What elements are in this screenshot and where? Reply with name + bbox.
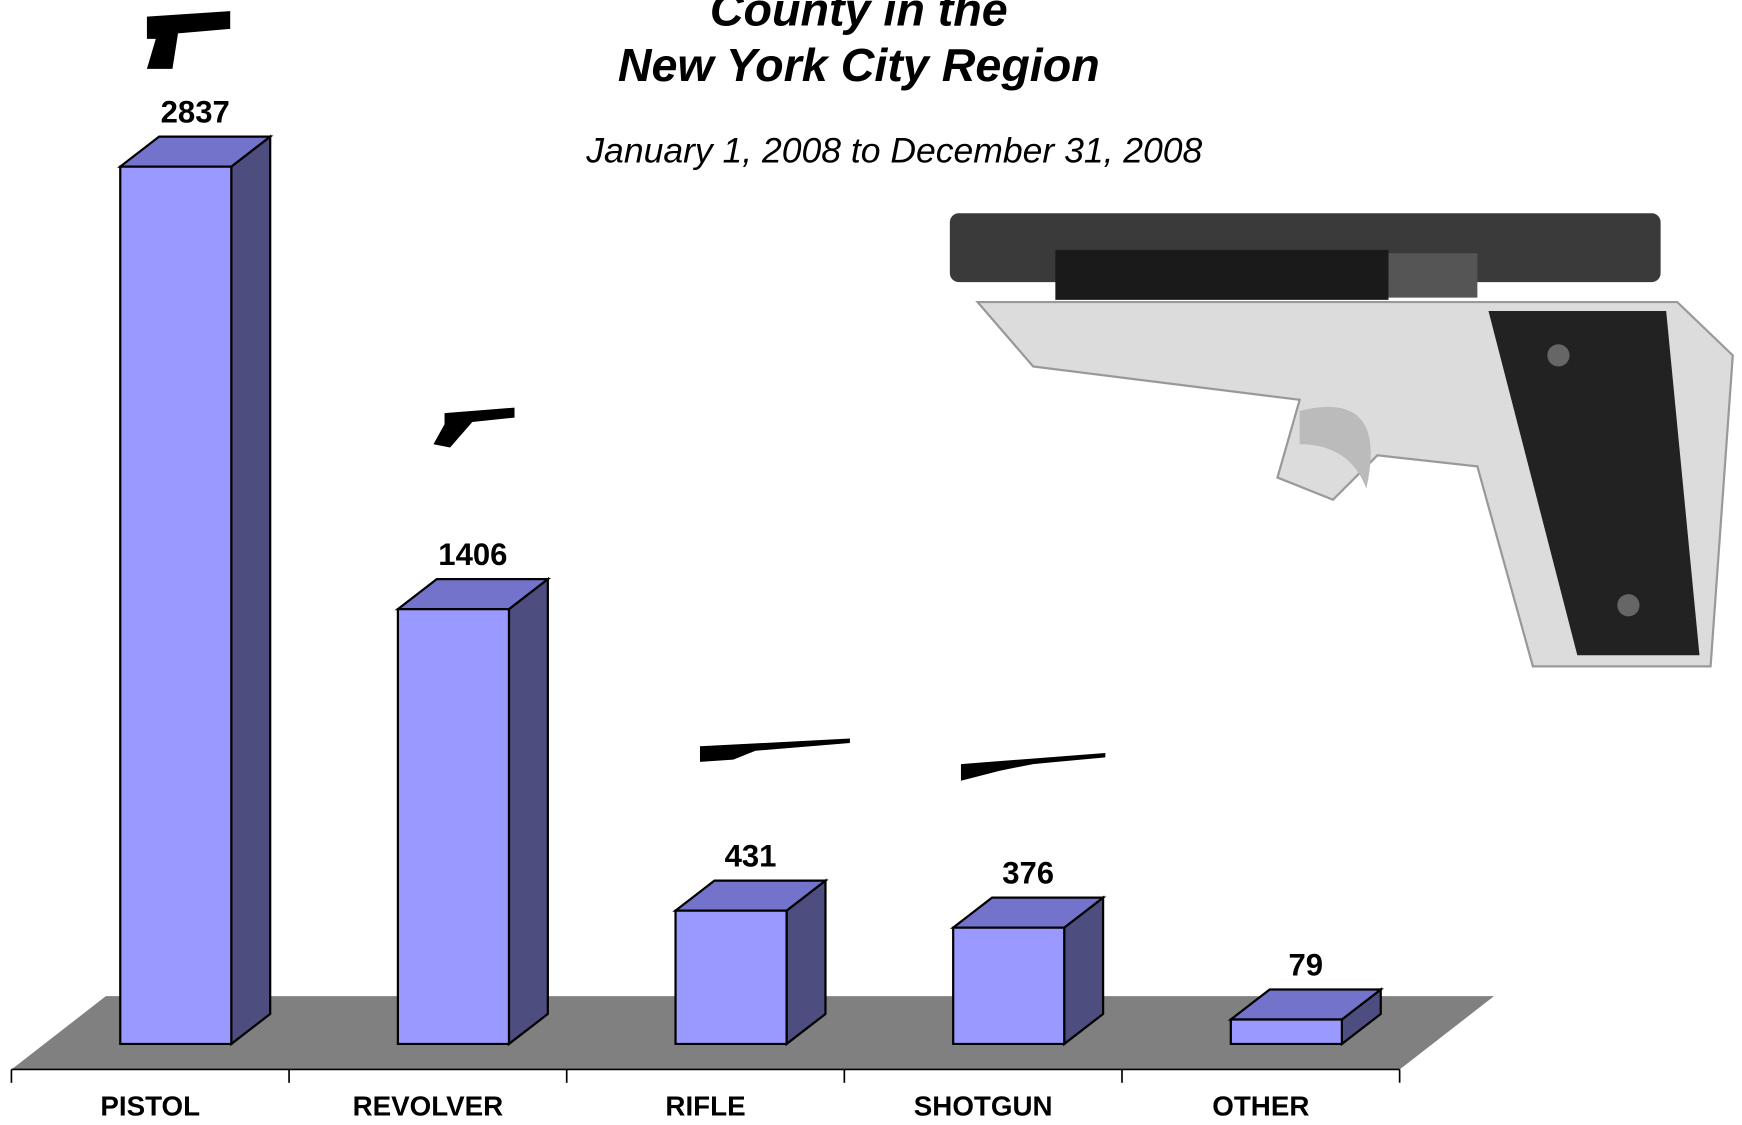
bar-front <box>119 165 233 1046</box>
value-label: 2837 <box>161 95 230 130</box>
chart-subtitle: January 1, 2008 to December 31, 2008 <box>585 131 1202 171</box>
x-tick-label: SHOTGUN <box>914 1091 1053 1122</box>
gun-icons <box>146 11 1106 781</box>
bar-front <box>1229 1018 1343 1046</box>
bar <box>117 134 274 1047</box>
bar-front <box>396 608 511 1046</box>
bar <box>1227 987 1385 1047</box>
x-tick-label: REVOLVER <box>353 1091 504 1122</box>
x-tick-label: PISTOL <box>100 1091 200 1122</box>
bar-side <box>507 576 549 1047</box>
value-label: 1406 <box>438 537 507 572</box>
value-label: 431 <box>725 839 777 874</box>
x-tick-label: RIFLE <box>665 1091 745 1122</box>
value-label: 376 <box>1002 856 1054 891</box>
bar-front <box>674 909 788 1046</box>
pistol-illustration <box>949 213 1734 668</box>
chart-title: County in the <box>710 0 1008 36</box>
x-tick-label: OTHER <box>1212 1091 1309 1122</box>
bar <box>949 895 1107 1047</box>
bar <box>672 878 829 1047</box>
value-label: 79 <box>1288 948 1323 983</box>
bar-side <box>230 134 272 1047</box>
bar <box>394 576 552 1047</box>
chart-title: New York City Region <box>618 39 1100 91</box>
bar-front <box>952 926 1066 1046</box>
